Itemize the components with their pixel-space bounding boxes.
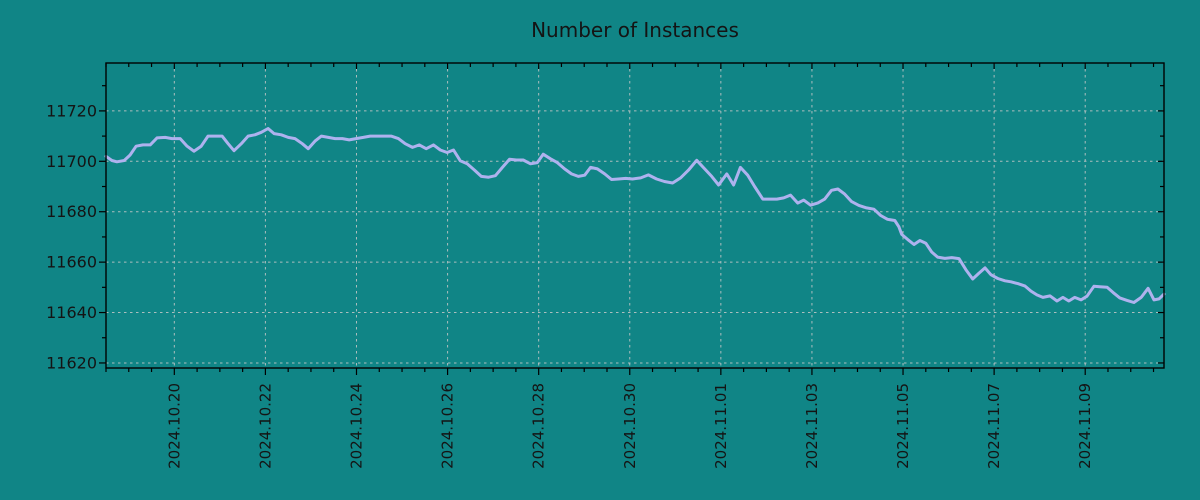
x-tick-label: 2024.10.26 [439,383,457,469]
x-tick-label: 2024.10.22 [256,383,274,469]
x-tick-label: 2024.11.03 [803,383,821,469]
y-tick-label: 11640 [46,303,97,322]
grid-layer [106,63,1164,368]
y-tick-label: 11620 [46,353,97,372]
series-layer [104,127,1166,304]
y-tick-label: 11700 [46,152,97,171]
x-tick-label: 2024.11.05 [894,383,912,469]
x-tick-label: 2024.10.20 [165,383,183,469]
y-tick-label: 11680 [46,202,97,221]
x-tick-label: 2024.10.24 [347,383,365,469]
x-tick-label: 2024.10.30 [621,383,639,469]
x-tick-label: 2024.10.28 [530,383,548,469]
labels-layer: 11620 11640 11660 11680 11700 11720 2024.10.20… [46,101,1094,468]
x-tick-label: 2024.11.01 [712,383,730,469]
axes-layer [99,62,1165,375]
plot-border [105,62,1165,369]
y-tick-label: 11660 [46,253,97,272]
y-tick-label: 11720 [46,101,97,120]
chart-title: Number of Instances [531,18,739,42]
x-tick-label: 2024.11.07 [985,383,1003,469]
data-line [104,127,1166,304]
x-tick-label: 2024.11.09 [1076,383,1094,469]
